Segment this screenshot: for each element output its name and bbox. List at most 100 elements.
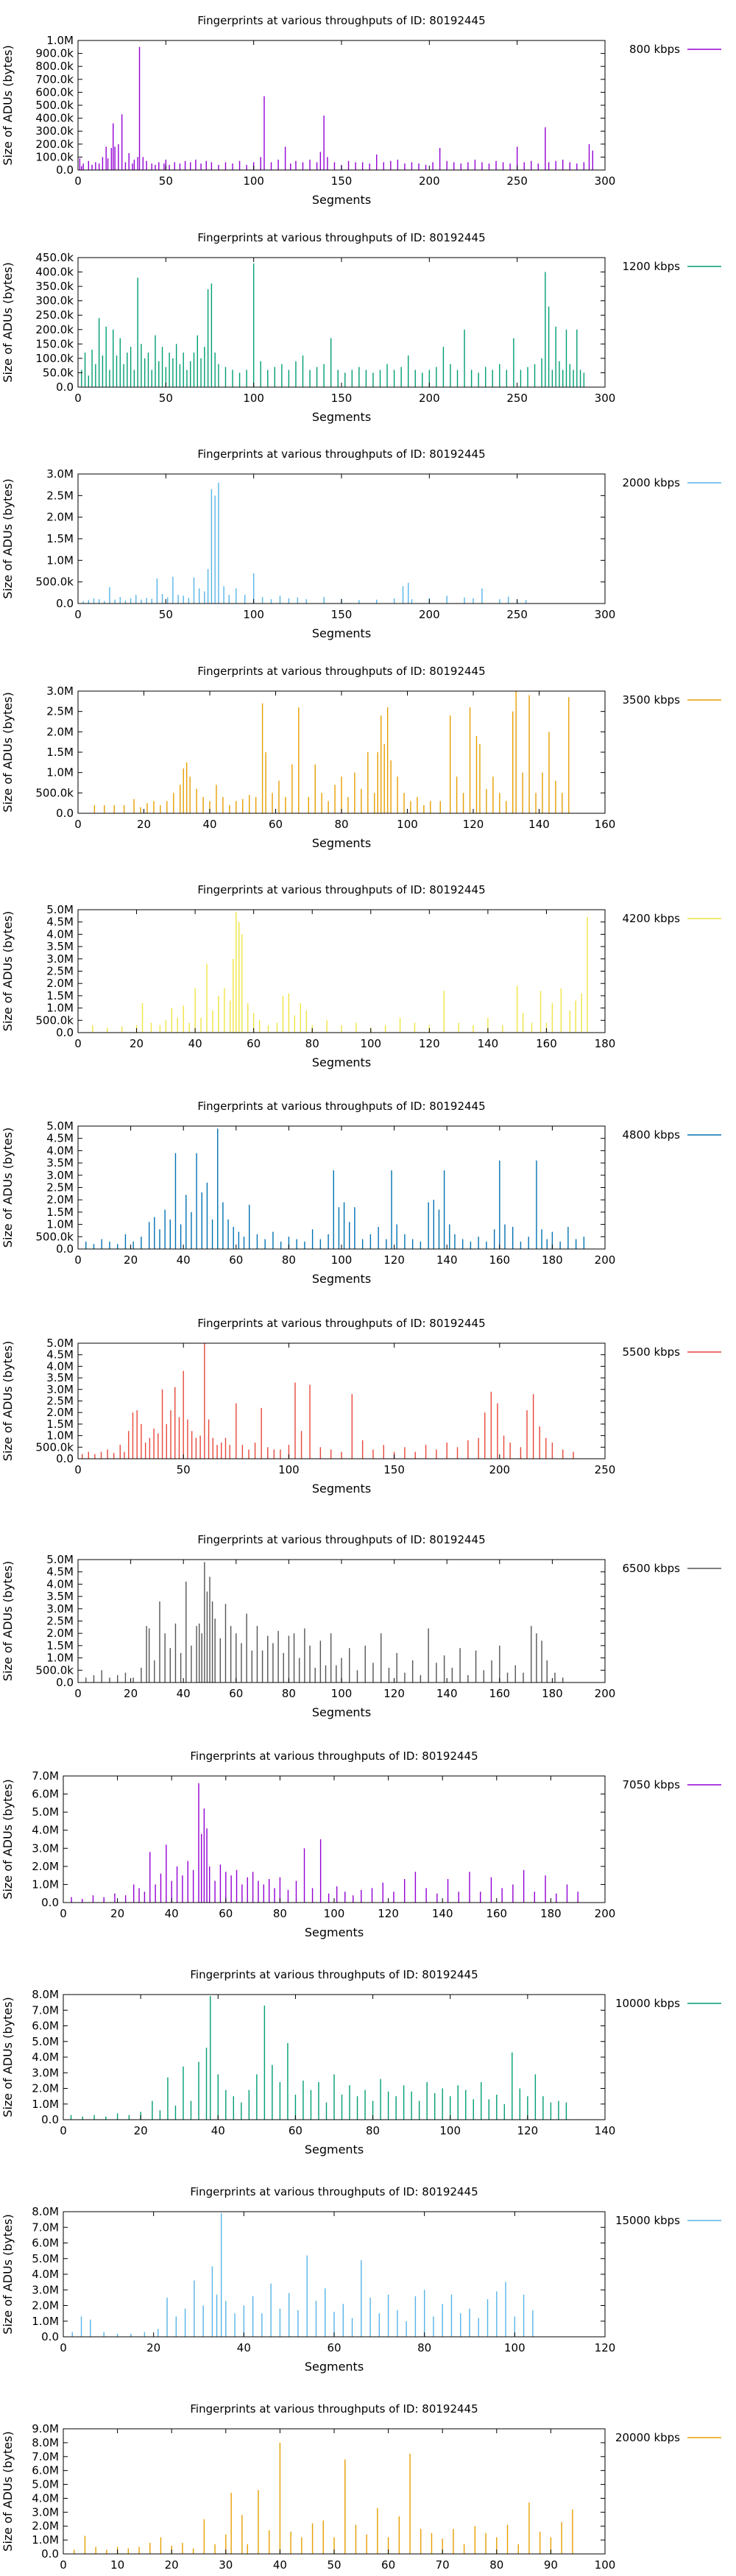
y-tick-label: 500.0k: [35, 1013, 74, 1027]
y-tick-label: 1.0M: [32, 2315, 59, 2328]
x-tick-label: 0: [74, 818, 82, 831]
y-tick-label: 600.0k: [35, 85, 74, 99]
y-tick-label: 400.0k: [35, 112, 74, 125]
x-tick-label: 160: [489, 1687, 510, 1700]
x-tick-label: 100: [360, 1037, 381, 1050]
y-tick-label: 2.0M: [32, 2082, 59, 2095]
x-tick-label: 40: [188, 1037, 202, 1050]
y-tick-label: 4.0M: [46, 1144, 74, 1157]
y-tick-label: 5.0M: [46, 903, 74, 916]
bar-series: [70, 1996, 567, 2120]
y-tick-label: 3.0M: [32, 2505, 59, 2519]
y-tick-label: 200.0k: [35, 323, 74, 336]
chart-title: Fingerprints at various throughputs of I…: [197, 1100, 485, 1113]
x-tick-label: 50: [159, 608, 173, 621]
y-tick-label: 5.0M: [32, 2035, 59, 2048]
y-tick-label: 2.0M: [32, 1860, 59, 1873]
y-tick-label: 0.0: [56, 1026, 74, 1039]
y-axis-label: Size of ADUs (bytes): [1, 692, 15, 812]
legend-label: 10000 kbps: [615, 1997, 680, 2010]
x-tick-label: 200: [419, 174, 440, 188]
x-tick-label: 120: [595, 2341, 616, 2354]
y-axis-label: Size of ADUs (bytes): [1, 478, 15, 598]
x-tick-label: 40: [202, 818, 216, 831]
legend: 800 kbps: [629, 43, 721, 56]
y-axis-label: Size of ADUs (bytes): [1, 45, 15, 165]
x-tick-label: 40: [165, 1907, 179, 1920]
y-tick-label: 2.0M: [46, 1193, 74, 1206]
y-tick-label: 3.5M: [46, 940, 74, 953]
y-tick-label: 3.5M: [46, 1156, 74, 1170]
y-tick-label: 4.5M: [46, 1132, 74, 1145]
bar-series: [79, 46, 593, 170]
legend: 3500 kbps: [623, 693, 721, 707]
y-tick-label: 0.0: [56, 597, 74, 610]
chart-panel: Fingerprints at various throughputs of I…: [1, 1100, 721, 1286]
y-tick-label: 100.0k: [35, 352, 74, 365]
plot-frame: [77, 1125, 606, 1250]
x-tick-label: 20: [130, 1037, 144, 1050]
legend: 4200 kbps: [623, 912, 721, 925]
x-tick-label: 120: [383, 1687, 405, 1700]
plot-frame: [77, 1342, 606, 1459]
x-tick-label: 0: [74, 608, 82, 621]
y-tick-label: 0.0: [56, 1242, 74, 1256]
bar-series: [93, 691, 570, 813]
y-axis-label: Size of ADUs (bytes): [1, 2214, 15, 2334]
y-axis-label: Size of ADUs (bytes): [1, 2431, 15, 2551]
x-tick-label: 100: [331, 1253, 353, 1267]
x-tick-label: 0: [74, 174, 82, 188]
x-tick-label: 150: [331, 392, 353, 405]
y-tick-label: 1.5M: [46, 989, 74, 1002]
y-tick-label: 1.0M: [32, 1878, 59, 1891]
y-tick-label: 1.5M: [46, 1206, 74, 1219]
x-axis-label: Segments: [305, 1925, 364, 1939]
y-tick-label: 500.0k: [35, 99, 74, 112]
y-tick-label: 0.0: [41, 2547, 59, 2561]
chart-panel: Fingerprints at various throughputs of I…: [1, 14, 721, 207]
y-tick-label: 1.5M: [46, 746, 74, 759]
x-tick-label: 20: [165, 2558, 179, 2572]
x-tick-label: 0: [74, 1463, 82, 1476]
chart-title: Fingerprints at various throughputs of I…: [197, 447, 485, 461]
y-tick-label: 0.0: [41, 1896, 59, 1909]
x-tick-label: 100: [278, 1463, 300, 1476]
x-tick-label: 60: [229, 1253, 243, 1267]
x-tick-label: 40: [177, 1687, 191, 1700]
legend: 6500 kbps: [623, 1562, 721, 1575]
y-tick-label: 1.0M: [46, 553, 74, 567]
y-tick-label: 2.0M: [32, 2299, 59, 2313]
x-tick-label: 40: [211, 2124, 225, 2137]
x-tick-label: 120: [419, 1037, 440, 1050]
y-tick-label: 2.0M: [46, 1406, 74, 1419]
chart-title: Fingerprints at various throughputs of I…: [197, 883, 485, 896]
x-tick-label: 80: [417, 2341, 431, 2354]
x-tick-label: 180: [540, 1907, 562, 1920]
x-tick-label: 80: [273, 1907, 287, 1920]
x-tick-label: 160: [489, 1253, 510, 1267]
y-tick-label: 1.0M: [32, 2098, 59, 2111]
bar-series: [92, 912, 588, 1033]
x-tick-label: 160: [486, 1907, 507, 1920]
x-tick-label: 100: [439, 2124, 461, 2137]
chart-title: Fingerprints at various throughputs of I…: [197, 1317, 485, 1330]
y-tick-label: 6.0M: [32, 2237, 59, 2250]
x-tick-label: 20: [134, 2124, 148, 2137]
x-tick-label: 100: [324, 1907, 345, 1920]
x-tick-label: 150: [331, 174, 353, 188]
x-tick-label: 100: [504, 2341, 526, 2354]
x-tick-label: 160: [536, 1037, 557, 1050]
y-tick-label: 1.0M: [46, 766, 74, 779]
x-tick-label: 200: [419, 392, 440, 405]
x-tick-label: 50: [177, 1463, 191, 1476]
y-tick-label: 3.0M: [32, 2066, 59, 2079]
y-tick-label: 150.0k: [35, 337, 74, 350]
bar-series: [82, 1343, 574, 1459]
chart-title: Fingerprints at various throughputs of I…: [190, 1749, 478, 1763]
x-tick-label: 0: [60, 2341, 67, 2354]
y-tick-label: 4.0M: [32, 2268, 59, 2281]
y-tick-label: 4.5M: [46, 1565, 74, 1579]
x-axis-label: Segments: [312, 1055, 371, 1069]
x-tick-label: 200: [595, 1253, 616, 1267]
y-tick-label: 4.0M: [32, 2491, 59, 2505]
